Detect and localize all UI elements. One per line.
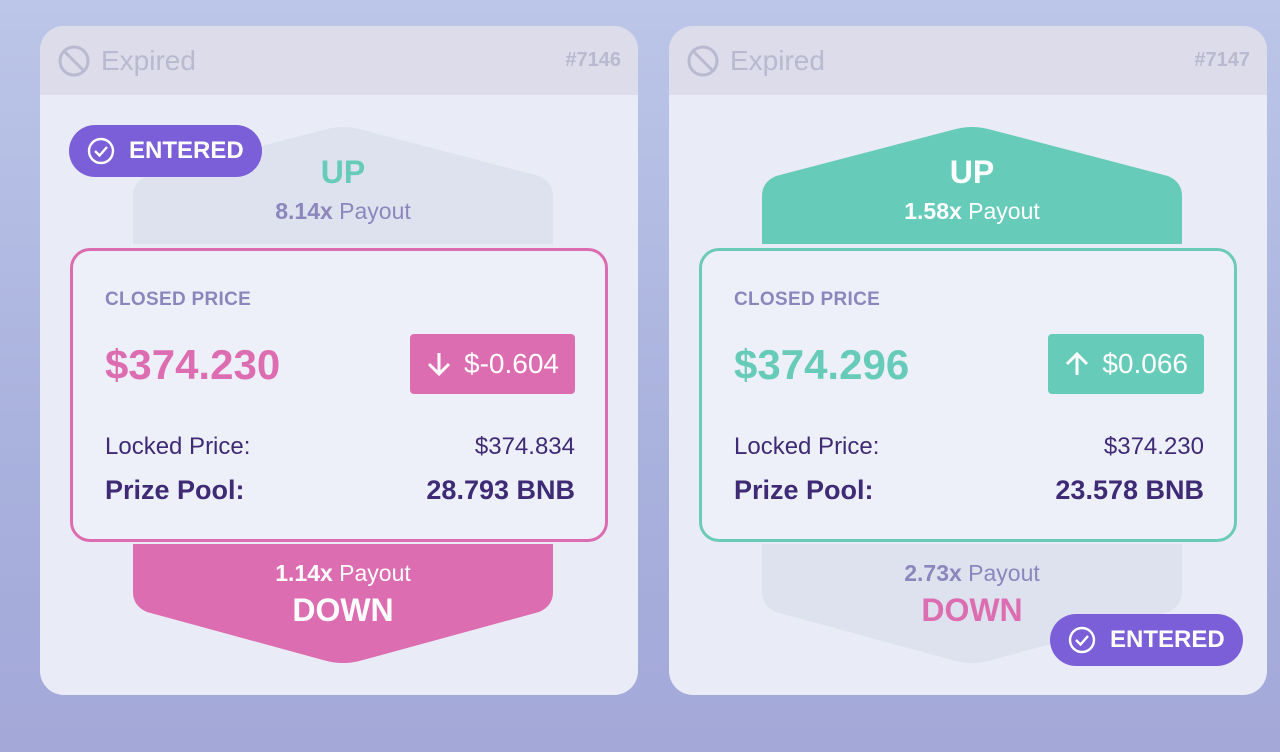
closed-price: $374.296 xyxy=(734,341,910,388)
closed-price: $374.230 xyxy=(105,341,281,388)
up-payout: 8.14x Payout xyxy=(133,198,553,225)
closed-price-panel: CLOSED PRICE $374.296 $0.066 Locked Pric… xyxy=(699,248,1237,542)
locked-price-row: Locked Price: $374.834 xyxy=(105,433,575,461)
entered-label: ENTERED xyxy=(129,137,244,164)
price-change-badge: $0.066 xyxy=(1048,334,1204,394)
prize-pool-label: Prize Pool: xyxy=(105,475,245,505)
round-id: #7147 xyxy=(1194,49,1250,71)
down-payout: 2.73x Payout xyxy=(762,560,1182,587)
up-payout-text: Payout xyxy=(339,198,411,224)
up-payout: 1.58x Payout xyxy=(762,198,1182,225)
prize-pool-row: Prize Pool: 28.793 BNB xyxy=(105,475,575,506)
status-label: Expired xyxy=(101,44,196,76)
prize-pool: 28.793 BNB xyxy=(426,475,575,505)
down-payout-multiplier: 1.14x xyxy=(275,560,333,586)
locked-price-row: Locked Price: $374.230 xyxy=(734,433,1204,461)
prize-pool-label: Prize Pool: xyxy=(734,475,874,505)
card-header: Expired #7147 xyxy=(669,26,1267,95)
down-payout-text: Payout xyxy=(968,560,1040,586)
entered-label: ENTERED xyxy=(1110,626,1225,653)
up-payout-area: UP 1.58x Payout xyxy=(762,126,1182,244)
down-payout-area: 1.14x Payout DOWN xyxy=(133,544,553,663)
up-label: UP xyxy=(320,154,366,190)
down-label: DOWN xyxy=(292,592,394,628)
prize-pool-row: Prize Pool: 23.578 BNB xyxy=(734,475,1204,506)
up-payout-multiplier: 8.14x xyxy=(275,198,333,224)
down-payout: 1.14x Payout xyxy=(133,560,553,587)
entered-badge: ENTERED xyxy=(1050,614,1243,666)
round-id: #7146 xyxy=(565,49,621,71)
locked-price-label: Locked Price: xyxy=(734,433,880,460)
down-label: DOWN xyxy=(921,592,1023,628)
closed-price-label: CLOSED PRICE xyxy=(105,289,252,310)
locked-price: $374.834 xyxy=(474,433,575,460)
check-circle-icon xyxy=(1068,626,1096,654)
round-card-7146[interactable]: Expired #7146 UP 8.14x Payout CLOSED PRI… xyxy=(40,26,638,695)
card-header: Expired #7146 xyxy=(40,26,638,95)
prize-pool: 23.578 BNB xyxy=(1055,475,1204,505)
price-change: $-0.604 xyxy=(464,348,559,379)
closed-price-label: CLOSED PRICE xyxy=(734,289,881,310)
prohibited-icon xyxy=(58,45,90,76)
down-payout-multiplier: 2.73x xyxy=(904,560,962,586)
locked-price-label: Locked Price: xyxy=(105,433,251,460)
arrow-up-icon xyxy=(1066,351,1089,375)
up-label: UP xyxy=(949,154,995,190)
arrow-down-icon xyxy=(427,353,451,377)
round-card-7147[interactable]: Expired #7147 UP 1.58x Payout CLOSED PRI… xyxy=(669,26,1267,695)
status: Expired xyxy=(57,44,196,78)
check-circle-icon xyxy=(87,137,115,165)
status: Expired xyxy=(686,44,825,78)
price-change: $0.066 xyxy=(1102,348,1188,379)
status-label: Expired xyxy=(730,44,825,76)
down-payout-text: Payout xyxy=(339,560,411,586)
price-change-badge: $-0.604 xyxy=(410,334,575,394)
closed-price-panel: CLOSED PRICE $374.230 $-0.604 Locked Pri… xyxy=(70,248,608,542)
up-payout-multiplier: 1.58x xyxy=(904,198,962,224)
locked-price: $374.230 xyxy=(1103,433,1204,460)
up-payout-text: Payout xyxy=(968,198,1040,224)
entered-badge: ENTERED xyxy=(69,125,262,177)
prohibited-icon xyxy=(687,45,719,76)
